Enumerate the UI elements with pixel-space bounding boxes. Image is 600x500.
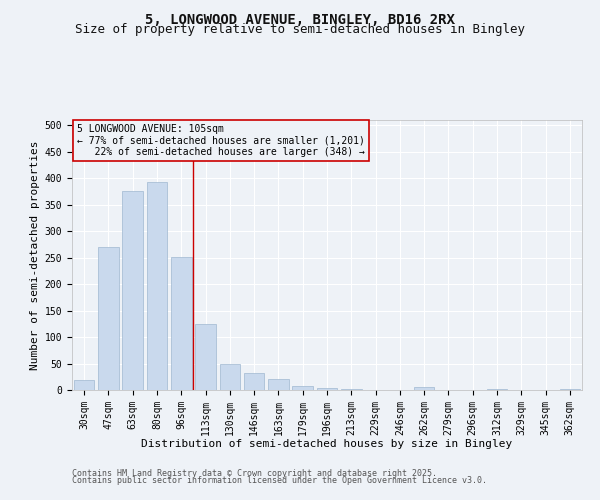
X-axis label: Distribution of semi-detached houses by size in Bingley: Distribution of semi-detached houses by … xyxy=(142,439,512,449)
Bar xyxy=(268,380,289,390)
Bar xyxy=(292,386,313,390)
Bar xyxy=(122,192,143,390)
Bar xyxy=(220,364,240,390)
Text: Size of property relative to semi-detached houses in Bingley: Size of property relative to semi-detach… xyxy=(75,22,525,36)
Bar xyxy=(171,256,191,390)
Text: 5, LONGWOOD AVENUE, BINGLEY, BD16 2RX: 5, LONGWOOD AVENUE, BINGLEY, BD16 2RX xyxy=(145,12,455,26)
Text: Contains public sector information licensed under the Open Government Licence v3: Contains public sector information licen… xyxy=(72,476,487,485)
Bar xyxy=(195,324,216,390)
Bar xyxy=(74,380,94,390)
Bar xyxy=(414,388,434,390)
Bar xyxy=(98,247,119,390)
Text: Contains HM Land Registry data © Crown copyright and database right 2025.: Contains HM Land Registry data © Crown c… xyxy=(72,468,437,477)
Text: 5 LONGWOOD AVENUE: 105sqm
← 77% of semi-detached houses are smaller (1,201)
   2: 5 LONGWOOD AVENUE: 105sqm ← 77% of semi-… xyxy=(77,124,365,157)
Bar xyxy=(146,182,167,390)
Y-axis label: Number of semi-detached properties: Number of semi-detached properties xyxy=(31,140,40,370)
Bar xyxy=(244,372,265,390)
Bar xyxy=(317,388,337,390)
